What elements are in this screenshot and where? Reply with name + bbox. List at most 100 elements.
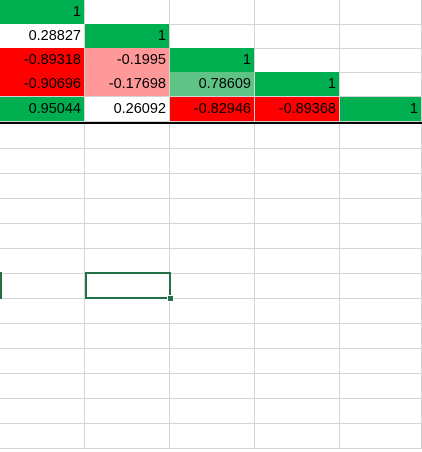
cell-r18-c5[interactable] bbox=[340, 424, 422, 449]
sheet-row-3: -0.89318 -0.1995 1 bbox=[0, 48, 422, 73]
cell-r17-c2[interactable] bbox=[85, 399, 170, 424]
cell-r14-c4[interactable] bbox=[255, 324, 340, 349]
sheet-row-10 bbox=[0, 224, 422, 249]
cell-r7-c2[interactable] bbox=[85, 149, 170, 174]
cell-r5-c3[interactable]: -0.82946 bbox=[170, 97, 255, 122]
sheet-row-16 bbox=[0, 374, 422, 399]
cell-r2-c2[interactable]: 1 bbox=[85, 24, 170, 49]
cell-r4-c5[interactable] bbox=[340, 72, 422, 97]
cell-r7-c3[interactable] bbox=[170, 149, 255, 174]
cell-r3-c2[interactable]: -0.1995 bbox=[85, 48, 170, 73]
cell-r14-c5[interactable] bbox=[340, 324, 422, 349]
cell-r14-c1[interactable] bbox=[0, 324, 85, 349]
cell-r9-c2[interactable] bbox=[85, 199, 170, 224]
cell-r9-c3[interactable] bbox=[170, 199, 255, 224]
cell-r17-c5[interactable] bbox=[340, 399, 422, 424]
cell-r16-c3[interactable] bbox=[170, 374, 255, 399]
cell-r10-c4[interactable] bbox=[255, 224, 340, 249]
cell-r16-c5[interactable] bbox=[340, 374, 422, 399]
cell-r18-c4[interactable] bbox=[255, 424, 340, 449]
active-cell-selection[interactable] bbox=[85, 272, 171, 299]
sheet-row-12 bbox=[0, 274, 422, 299]
cell-r6-c4[interactable] bbox=[255, 124, 340, 149]
cell-r10-c2[interactable] bbox=[85, 224, 170, 249]
cell-r11-c2[interactable] bbox=[85, 249, 170, 274]
cell-r1-c5[interactable] bbox=[340, 0, 422, 25]
cell-r3-c5[interactable] bbox=[340, 48, 422, 73]
cell-r2-c1[interactable]: 0.28827 bbox=[0, 24, 85, 49]
sheet-row-1: 1 bbox=[0, 0, 422, 25]
cell-r2-c5[interactable] bbox=[340, 24, 422, 49]
cell-r3-c4[interactable] bbox=[255, 48, 340, 73]
cell-r9-c4[interactable] bbox=[255, 199, 340, 224]
sheet-row-14 bbox=[0, 324, 422, 349]
cell-r3-c1[interactable]: -0.89318 bbox=[0, 48, 85, 73]
cell-r4-c3[interactable]: 0.78609 bbox=[170, 72, 255, 97]
cell-r9-c5[interactable] bbox=[340, 199, 422, 224]
sheet-row-7 bbox=[0, 149, 422, 174]
cell-r1-c3[interactable] bbox=[170, 0, 255, 25]
cell-r10-c5[interactable] bbox=[340, 224, 422, 249]
cell-r6-c3[interactable] bbox=[170, 124, 255, 149]
cell-r14-c3[interactable] bbox=[170, 324, 255, 349]
cell-r4-c1[interactable]: -0.90696 bbox=[0, 72, 85, 97]
cell-r3-c3[interactable]: 1 bbox=[170, 48, 255, 73]
cell-r2-c4[interactable] bbox=[255, 24, 340, 49]
cell-r5-c2[interactable]: 0.26092 bbox=[85, 97, 170, 122]
cell-r15-c3[interactable] bbox=[170, 349, 255, 374]
cell-r1-c1[interactable]: 1 bbox=[0, 0, 85, 25]
cell-r10-c1[interactable] bbox=[0, 224, 85, 249]
cell-r9-c1[interactable] bbox=[0, 199, 85, 224]
cell-r16-c1[interactable] bbox=[0, 374, 85, 399]
cell-r14-c2[interactable] bbox=[85, 324, 170, 349]
cell-r17-c3[interactable] bbox=[170, 399, 255, 424]
cell-r13-c2[interactable] bbox=[85, 299, 170, 324]
cell-r8-c3[interactable] bbox=[170, 174, 255, 199]
cell-r7-c5[interactable] bbox=[340, 149, 422, 174]
cell-r5-c5[interactable]: 1 bbox=[340, 97, 422, 122]
cell-r13-c5[interactable] bbox=[340, 299, 422, 324]
cell-r13-c3[interactable] bbox=[170, 299, 255, 324]
cell-r13-c1[interactable] bbox=[0, 299, 85, 324]
cell-r1-c2[interactable] bbox=[85, 0, 170, 25]
cell-r12-c5[interactable] bbox=[340, 274, 422, 299]
cell-r5-c1[interactable]: 0.95044 bbox=[0, 97, 85, 122]
sheet-row-5: 0.95044 0.26092 -0.82946 -0.89368 1 bbox=[0, 97, 422, 122]
cell-r18-c1[interactable] bbox=[0, 424, 85, 449]
cell-r5-c4[interactable]: -0.89368 bbox=[255, 97, 340, 122]
cell-r8-c5[interactable] bbox=[340, 174, 422, 199]
cell-r18-c2[interactable] bbox=[85, 424, 170, 449]
cell-r18-c3[interactable] bbox=[170, 424, 255, 449]
cell-r8-c1[interactable] bbox=[0, 174, 85, 199]
cell-r2-c3[interactable] bbox=[170, 24, 255, 49]
cell-r7-c1[interactable] bbox=[0, 149, 85, 174]
cell-r10-c3[interactable] bbox=[170, 224, 255, 249]
fill-handle[interactable] bbox=[167, 295, 174, 302]
cell-r12-c3[interactable] bbox=[170, 274, 255, 299]
cell-r8-c4[interactable] bbox=[255, 174, 340, 199]
cell-r15-c1[interactable] bbox=[0, 349, 85, 374]
cell-r11-c1[interactable] bbox=[0, 249, 85, 274]
cell-r12-c1[interactable] bbox=[0, 274, 85, 299]
cell-r6-c5[interactable] bbox=[340, 124, 422, 149]
cell-r7-c4[interactable] bbox=[255, 149, 340, 174]
cell-r17-c1[interactable] bbox=[0, 399, 85, 424]
cell-r15-c5[interactable] bbox=[340, 349, 422, 374]
cell-r8-c2[interactable] bbox=[85, 174, 170, 199]
cell-r16-c2[interactable] bbox=[85, 374, 170, 399]
cell-r4-c4[interactable]: 1 bbox=[255, 72, 340, 97]
cell-r4-c2[interactable]: -0.17698 bbox=[85, 72, 170, 97]
cell-r15-c2[interactable] bbox=[85, 349, 170, 374]
cell-r15-c4[interactable] bbox=[255, 349, 340, 374]
cell-r1-c4[interactable] bbox=[255, 0, 340, 25]
cell-r16-c4[interactable] bbox=[255, 374, 340, 399]
cell-r6-c1[interactable] bbox=[0, 124, 85, 149]
cell-r13-c4[interactable] bbox=[255, 299, 340, 324]
cell-r12-c4[interactable] bbox=[255, 274, 340, 299]
cell-r11-c3[interactable] bbox=[170, 249, 255, 274]
cell-r17-c4[interactable] bbox=[255, 399, 340, 424]
cell-r6-c2[interactable] bbox=[85, 124, 170, 149]
cell-r11-c4[interactable] bbox=[255, 249, 340, 274]
cell-r11-c5[interactable] bbox=[340, 249, 422, 274]
